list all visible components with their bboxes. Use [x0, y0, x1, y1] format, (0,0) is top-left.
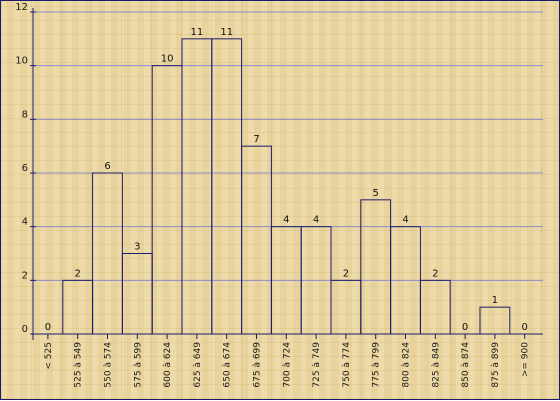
- y-tick-label: 4: [22, 217, 28, 228]
- x-tick-label: 625 à 649: [193, 342, 203, 388]
- bar: [241, 145, 272, 335]
- x-tick-label: 675 à 699: [253, 342, 263, 388]
- x-tick-label: 825 à 849: [431, 342, 441, 388]
- x-tick-label: 700 à 724: [282, 342, 292, 388]
- bar: [62, 279, 94, 335]
- bars-group: [62, 38, 511, 335]
- bar: [211, 38, 243, 335]
- data-label: 4: [402, 215, 408, 226]
- data-label: 2: [343, 268, 349, 279]
- x-tick-label: 650 à 674: [223, 342, 233, 388]
- bar: [121, 253, 153, 335]
- x-tick-label: 850 à 874: [461, 342, 471, 388]
- x-tick-label: < 525: [44, 342, 54, 370]
- x-tick-label: 550 à 574: [104, 342, 114, 388]
- data-label: 10: [161, 54, 174, 65]
- y-tick-label: 6: [22, 163, 28, 174]
- bar: [360, 199, 392, 335]
- y-axis: 0 2 4 6 8 10 12: [15, 2, 36, 340]
- x-tick-label: 725 à 749: [312, 342, 322, 388]
- data-label: 7: [253, 134, 259, 145]
- bar: [330, 279, 362, 335]
- y-tick-label: 8: [22, 109, 28, 120]
- data-label: 4: [313, 215, 319, 226]
- bar: [419, 279, 451, 335]
- data-label: 5: [373, 188, 379, 199]
- x-tick-label: 600 à 624: [163, 342, 173, 388]
- data-label: 6: [104, 161, 110, 172]
- x-tick-label: 800 à 824: [402, 342, 412, 388]
- bar: [479, 306, 511, 335]
- data-label: 0: [522, 322, 528, 333]
- x-axis: < 525 525 à 549 550 à 574 575 à 599 600 à 62…: [33, 333, 543, 388]
- x-tick-label: >= 900: [521, 342, 531, 377]
- bar: [92, 172, 123, 335]
- data-label: 0: [45, 322, 51, 333]
- y-tick-label: 0: [22, 324, 28, 335]
- data-label: 0: [462, 322, 468, 333]
- data-label: 11: [220, 27, 233, 38]
- y-tick-label: 10: [15, 56, 28, 67]
- data-label: 11: [191, 27, 204, 38]
- data-label: 3: [134, 242, 140, 253]
- data-label: 4: [283, 215, 289, 226]
- y-tick-label: 2: [22, 270, 28, 281]
- x-tick-label: 525 à 549: [74, 342, 84, 388]
- data-label: 2: [75, 268, 81, 279]
- data-label: 1: [492, 295, 498, 306]
- data-label: 2: [432, 268, 438, 279]
- bar: [151, 65, 183, 335]
- x-tick-label: 875 à 899: [491, 342, 501, 388]
- bar: [181, 38, 213, 335]
- x-tick-label: 750 à 774: [342, 342, 352, 388]
- x-tick-label: 775 à 799: [372, 342, 382, 388]
- y-tick-label: 12: [15, 2, 28, 13]
- x-tick-label: 575 à 599: [133, 342, 143, 388]
